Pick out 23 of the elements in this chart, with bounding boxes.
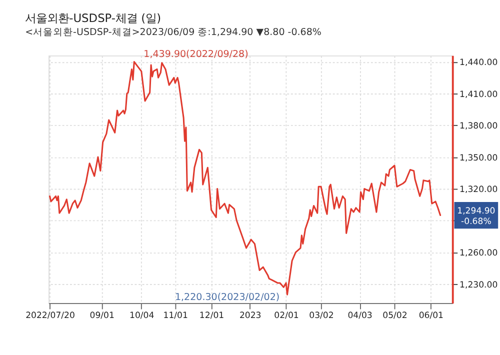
x-tick-label: 02/01 <box>274 310 299 321</box>
x-tick-label: 10/04 <box>130 310 154 321</box>
y-tick-label: 1,380.00 <box>460 122 498 132</box>
x-tick-label: 12/01 <box>199 310 224 321</box>
y-tick-label: 1,440.00 <box>460 58 498 68</box>
x-tick-label: 04/03 <box>348 310 372 321</box>
y-tick-label: 1,320.00 <box>460 185 498 196</box>
y-tick-label: 1,230.00 <box>460 280 498 290</box>
annotation: 1,220.30(2023/02/02) <box>174 292 280 304</box>
y-tick-label: 1,260.00 <box>460 248 498 259</box>
x-tick-label: 2022/07/20 <box>26 310 75 321</box>
x-tick-label: 2023 <box>239 310 262 321</box>
x-tick-label: 03/02 <box>309 310 334 321</box>
x-tick-label: 06/01 <box>418 310 444 321</box>
x-tick-label: 09/01 <box>90 310 114 321</box>
y-tick-label: 1,410.00 <box>460 90 498 100</box>
annotation: 1,294.90 -0.68% <box>457 206 496 227</box>
x-tick-label: 11/01 <box>163 310 188 321</box>
chart-title: 서울외환-USDSP-체결 (일) <box>25 10 162 25</box>
chart-subtitle: <서울외환-USDSP-체결>2023/06/09 종:1,294.90 ▼8.80 -0.68% <box>25 27 322 38</box>
y-tick-label: 1,350.00 <box>460 153 498 164</box>
x-tick-label: 05/02 <box>382 310 408 321</box>
annotation: 1,439.90(2022/09/28) <box>144 49 248 60</box>
